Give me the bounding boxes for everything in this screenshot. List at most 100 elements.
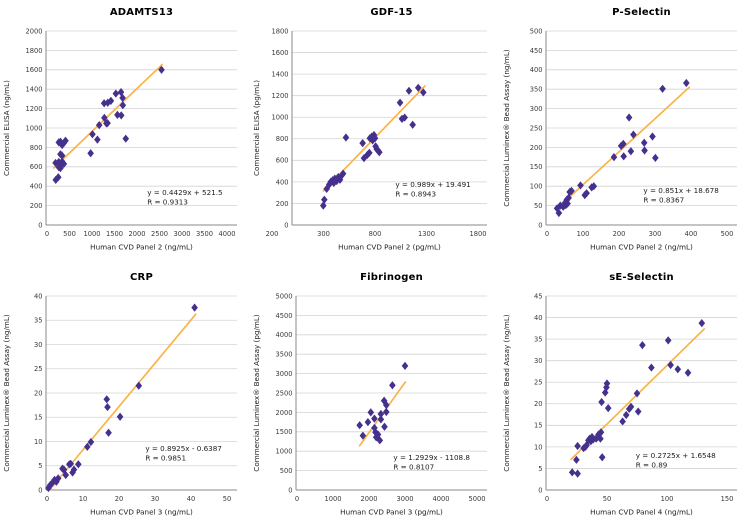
y-tick-label: 0: [38, 221, 42, 229]
data-point: [649, 132, 656, 141]
data-point: [75, 460, 82, 469]
y-tick-label: 350: [530, 86, 543, 94]
chart-cell-pselectin: P-Selectin 0 50 100 150 200 250 300 350 400 450 50…: [500, 0, 750, 265]
y-tick-label: 400: [530, 66, 543, 74]
data-point: [122, 134, 130, 143]
data-point: [382, 400, 390, 410]
x-tick-label: 1000: [83, 230, 100, 238]
y-axis-title: Commercial ELISA (ng/mL): [2, 80, 11, 176]
data-point: [389, 381, 396, 390]
x-tick-label: 400: [685, 230, 698, 238]
data-point: [595, 430, 602, 439]
x-tick-label: 800: [369, 230, 382, 238]
y-tick-label: 1600: [271, 49, 288, 57]
data-point: [597, 434, 604, 443]
y-tick-label: 800: [276, 135, 289, 143]
data-point: [158, 65, 165, 74]
data-point: [382, 407, 390, 417]
x-tick-label: 4000: [218, 230, 235, 238]
data-point: [54, 474, 62, 483]
data-point: [104, 98, 112, 107]
data-point: [114, 110, 121, 120]
x-tick-label: 0: [545, 230, 549, 238]
y-axis-title: Commercial ELISA (pg/mL): [252, 80, 261, 176]
y-tick-label: 1400: [25, 86, 42, 94]
data-point: [568, 186, 575, 195]
data-point: [583, 189, 590, 198]
x-tick-label: 20: [115, 495, 124, 503]
y-tick-label: 0: [284, 221, 288, 229]
data-point: [674, 365, 682, 374]
y-tick-label: 2000: [25, 27, 42, 35]
y-tick-label: 1800: [25, 47, 42, 55]
data-point: [339, 169, 347, 178]
data-point: [105, 428, 112, 437]
chart-cell-seselectin: sE-Selectin 0 5 10 15 20 25 30 35 40 45 0 50 100 150 H…: [500, 265, 750, 530]
data-point: [664, 336, 672, 345]
data-point: [363, 150, 371, 160]
y-tick-label: 30: [34, 341, 43, 349]
y-tick-label: 40: [34, 292, 43, 300]
r-value-label: R = 0.8107: [393, 462, 434, 471]
y-axis-title: Commercial Luminex® Bead Assay (ng/mL): [2, 314, 11, 472]
data-point: [574, 469, 581, 478]
data-point: [119, 101, 127, 110]
data-point: [67, 459, 75, 468]
data-point: [568, 468, 576, 477]
scatter-plot-adamts13: 0 200 400 600 800 1000 1200 1400 1600 1800 2000 0 50…: [2, 27, 237, 252]
data-point: [62, 136, 69, 145]
data-point: [592, 434, 600, 443]
data-point: [359, 431, 367, 440]
data-point: [640, 138, 648, 147]
y-tick-label: 4000: [275, 331, 292, 339]
x-tick-label: 0: [295, 495, 299, 503]
y-tick-label: 1000: [275, 448, 292, 456]
data-point: [420, 88, 427, 97]
data-point: [319, 201, 327, 210]
y-tick-label: 0: [538, 221, 542, 229]
y-tick-label: 400: [30, 183, 43, 191]
scatter-plot-seselectin: 0 5 10 15 20 25 30 35 40 45 0 50 100 150 Human CVD Pan…: [502, 292, 737, 517]
y-tick-label: 10: [34, 438, 43, 446]
data-point: [659, 84, 666, 93]
data-point: [409, 120, 416, 129]
y-tick-label: 600: [30, 163, 43, 171]
x-tick-label: 1300: [418, 230, 435, 238]
data-point: [377, 409, 385, 419]
x-tick-label: 2000: [360, 495, 377, 503]
y-tick-label: 1200: [271, 92, 288, 100]
x-tick-label: 4000: [432, 495, 449, 503]
data-point: [604, 403, 612, 413]
y-tick-label: 4500: [275, 312, 292, 320]
data-point: [610, 153, 618, 162]
data-point: [583, 441, 590, 450]
y-tick-label: 0: [538, 486, 542, 494]
y-tick-label: 5: [38, 462, 42, 470]
r-value-label: R = 0.9851: [145, 454, 186, 463]
x-axis-title: Human CVD Panel 2 (ng/mL): [590, 243, 693, 252]
chart-cell-gdf15: GDF-15 0 200 400 600 800 1000 1200 1400 1600 1800…: [250, 0, 500, 265]
data-point: [639, 341, 646, 350]
data-point: [398, 114, 406, 123]
x-tick-label: 2500: [151, 230, 168, 238]
x-tick-label: 50: [603, 495, 612, 503]
data-point: [117, 111, 125, 120]
scatter-plot-fibrinogen: 0 500 1000 1500 2000 2500 3000 3500 4000 4500 5000…: [252, 292, 487, 517]
x-tick-label: 0: [545, 495, 549, 503]
data-point: [598, 397, 605, 407]
y-tick-label: 5000: [275, 292, 292, 300]
y-tick-label: 0: [288, 486, 292, 494]
chart-title-adamts13: ADAMTS13: [109, 7, 174, 18]
x-tick-label: 3000: [396, 495, 413, 503]
x-tick-label: 500: [63, 230, 76, 238]
data-point: [641, 146, 648, 155]
equation-label: y = 0.851x + 18.678: [643, 186, 719, 195]
x-tick-label: 100: [661, 495, 674, 503]
data-point: [564, 199, 571, 208]
data-point: [627, 147, 635, 156]
x-tick-label: 2000: [128, 230, 145, 238]
data-point: [648, 363, 655, 372]
data-point: [94, 135, 101, 144]
y-tick-label: 20: [34, 389, 43, 397]
y-tick-label: 2500: [275, 389, 292, 397]
